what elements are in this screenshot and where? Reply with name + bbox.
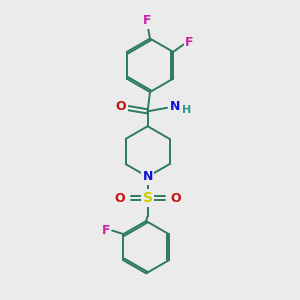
Text: O: O <box>115 192 125 205</box>
Text: O: O <box>116 100 126 113</box>
Text: F: F <box>185 36 194 49</box>
Text: O: O <box>170 192 181 205</box>
Text: F: F <box>143 14 151 27</box>
Text: S: S <box>142 191 153 205</box>
Text: N: N <box>170 100 181 113</box>
Text: N: N <box>142 170 153 183</box>
Text: H: H <box>182 105 191 115</box>
Text: F: F <box>101 224 110 237</box>
